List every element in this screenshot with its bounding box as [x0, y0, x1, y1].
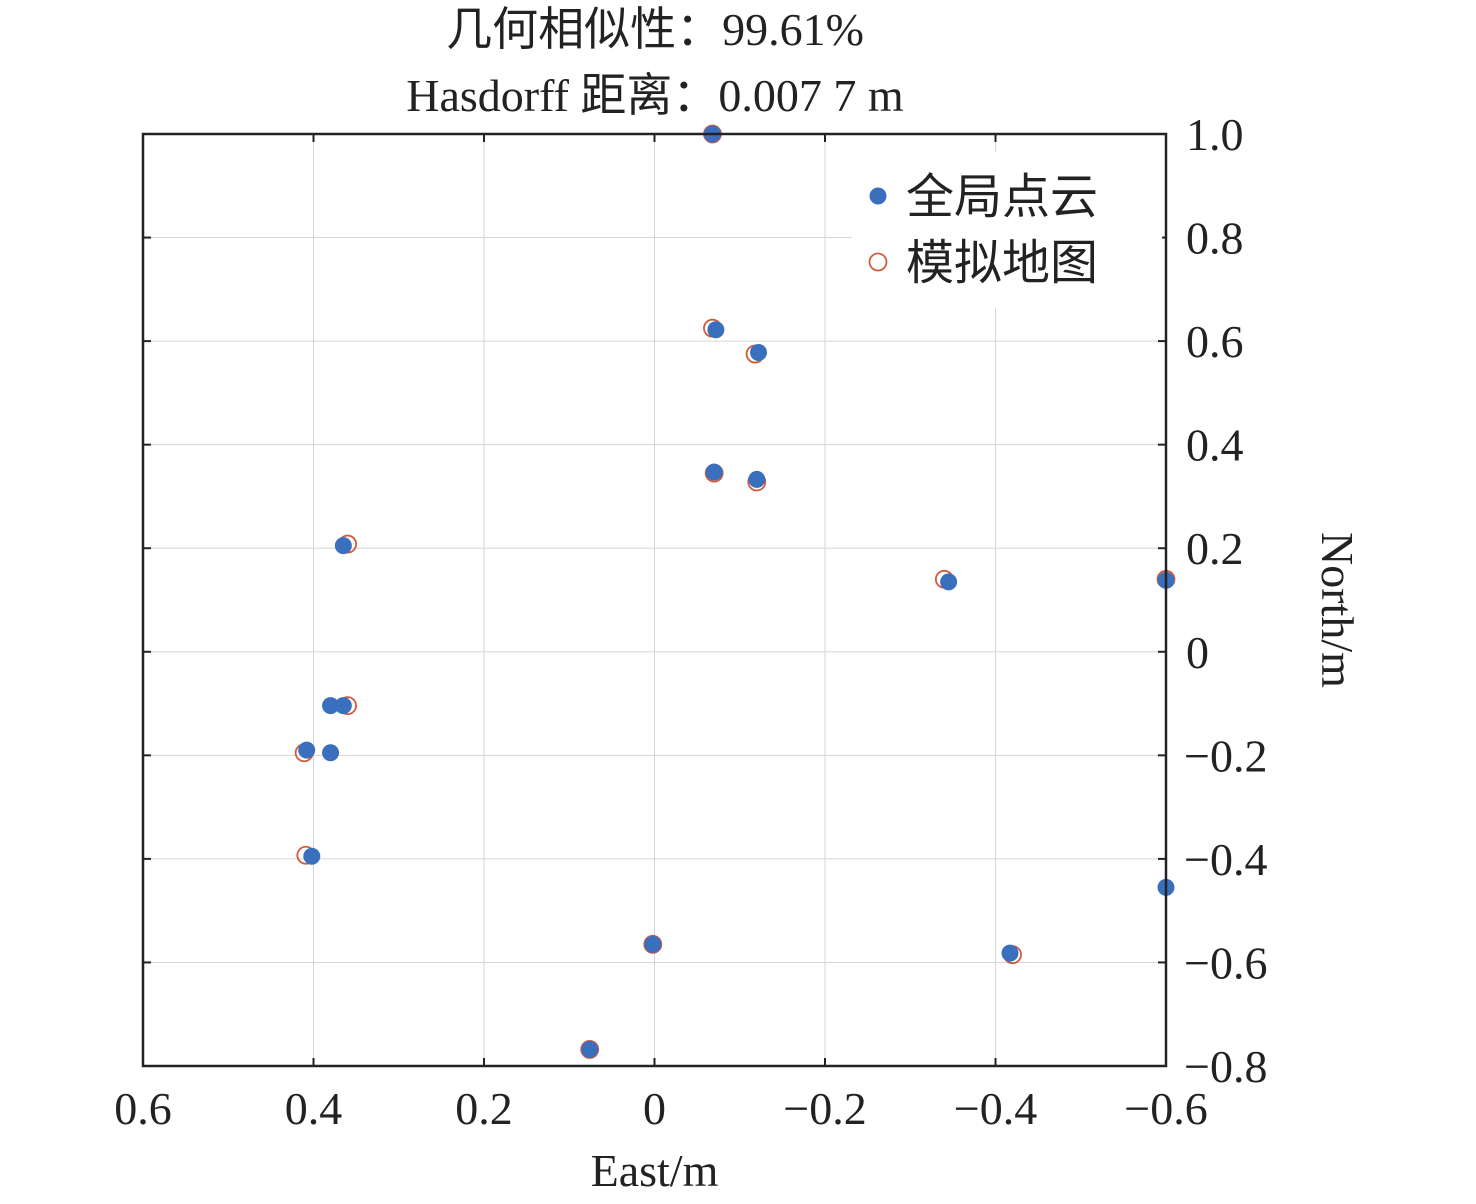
y-tick-label: 0.8 — [1186, 213, 1244, 264]
chart-title-line-2: Hasdorff 距离：0.007 7 m — [406, 70, 904, 121]
data-point — [748, 470, 766, 488]
y-tick-label: −0.8 — [1184, 1041, 1267, 1092]
data-point — [705, 463, 723, 481]
data-point — [322, 744, 340, 762]
data-point — [334, 537, 352, 555]
data-point — [644, 935, 662, 953]
data-point — [303, 847, 321, 865]
data-point — [322, 697, 340, 715]
y-tick-label: 0 — [1186, 627, 1209, 678]
y-tick-label: −0.6 — [1184, 937, 1267, 988]
data-point — [334, 697, 352, 715]
legend-marker — [868, 252, 888, 272]
data-point — [1001, 944, 1019, 962]
y-tick-label: 1.0 — [1186, 109, 1244, 160]
chart-title-line-1: 几何相似性：99.61% — [446, 4, 864, 55]
data-point — [298, 741, 316, 759]
y-tick-label: −0.4 — [1184, 834, 1267, 885]
legend-label: 模拟地图 — [906, 237, 1098, 290]
x-tick-label: 0.6 — [114, 1083, 172, 1134]
y-tick-label: 0.2 — [1186, 523, 1244, 574]
data-point — [940, 573, 958, 591]
x-tick-label: −0.2 — [783, 1083, 866, 1134]
data-point — [581, 1040, 599, 1058]
x-tick-label: 0.2 — [455, 1083, 513, 1134]
legend-box — [852, 152, 1162, 308]
legend-label: 全局点云 — [906, 171, 1098, 224]
x-tick-label: 0.4 — [285, 1083, 343, 1134]
axis-ticks: 0.6 0.4 0.2 0 −0.2 −0.4 −0.6 1.0 0.8 0.6 0.4 0.2 0 −0… — [114, 109, 1267, 1134]
y-axis-label: North/m — [1312, 532, 1363, 688]
data-point — [707, 321, 725, 339]
x-tick-label: −0.6 — [1124, 1083, 1207, 1134]
x-axis-label: East/m — [591, 1145, 719, 1196]
data-point — [750, 344, 768, 362]
y-tick-label: −0.2 — [1184, 730, 1267, 781]
y-tick-label: 0.6 — [1186, 316, 1244, 367]
legend-marker — [869, 187, 887, 205]
x-tick-label: 0 — [643, 1083, 666, 1134]
y-tick-label: 0.4 — [1186, 420, 1244, 471]
x-tick-label: −0.4 — [954, 1083, 1037, 1134]
